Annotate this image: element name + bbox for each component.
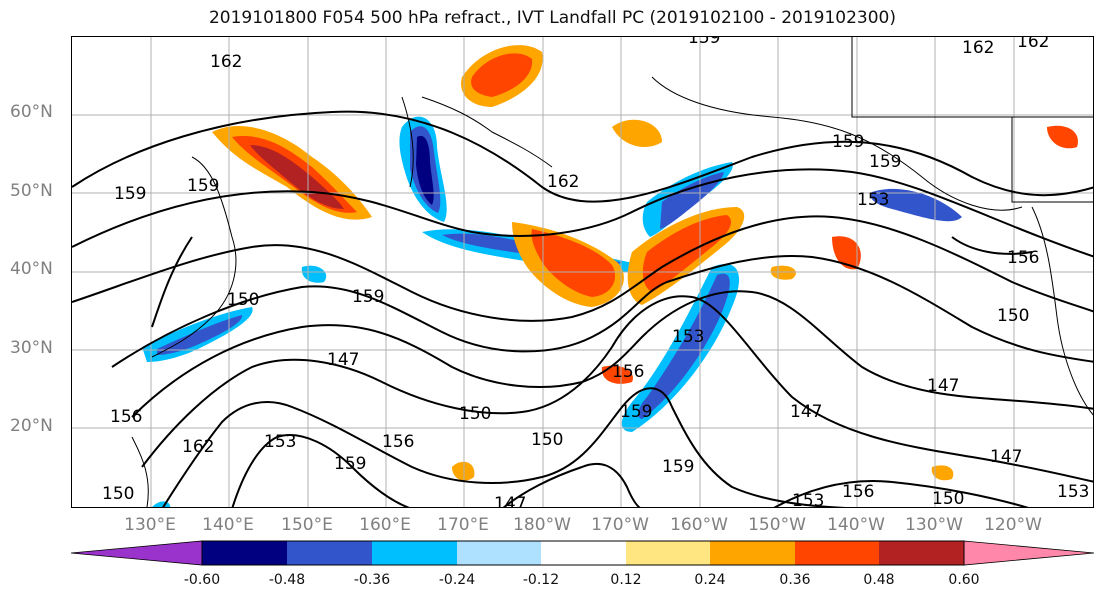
colorbar-segment [287, 541, 372, 565]
colorbar-segment [202, 541, 287, 565]
contour-label: 156 [110, 407, 142, 427]
colorbar-tick-label: 0.48 [863, 572, 895, 588]
contour-label: 159 [352, 287, 384, 307]
lon-label-130w: 130°W [905, 515, 963, 535]
lon-label-150e: 150°E [281, 515, 333, 535]
contour-label: 162 [210, 52, 242, 72]
lon-label-140e: 140°E [202, 515, 254, 535]
contour-label: 159 [832, 132, 864, 152]
colorbar-tick-label: 0.60 [948, 572, 980, 588]
lon-label-120w: 120°W [984, 515, 1042, 535]
colorbar-segment [710, 541, 795, 565]
contour-label: 150 [227, 290, 259, 310]
lon-label-160e: 160°E [359, 515, 411, 535]
colorbar-tick-label: -0.60 [183, 572, 221, 588]
contour-label: 162 [1017, 37, 1049, 52]
lon-label-160w: 160°W [670, 515, 728, 535]
colorbar-segment [626, 541, 710, 565]
contour-label: 150 [932, 489, 964, 508]
lon-label-170e: 170°E [437, 515, 489, 535]
colorbar-segment [372, 541, 457, 565]
contour-labels: 162 159 162 162 159 159 162 159 159 153 … [102, 37, 1089, 508]
lat-label-40n: 40°N [10, 259, 53, 279]
lon-label-180w: 180°W [513, 515, 571, 535]
graticule [72, 37, 1093, 507]
lon-label-130e: 130°E [124, 515, 176, 535]
contour-label: 159 [334, 454, 366, 474]
map-panel: 162 159 162 162 159 159 162 159 159 153 … [71, 36, 1094, 508]
contour-label: 150 [102, 484, 134, 504]
contour-label: 156 [1007, 248, 1039, 268]
lat-label-30n: 30°N [10, 338, 53, 358]
colorbar-tick-label: 0.12 [610, 572, 642, 588]
colorbar-tick-label: 0.24 [694, 572, 726, 588]
shaded-field [142, 45, 1078, 507]
colorbar-segment [963, 540, 1094, 566]
lon-label-150w: 150°W [748, 515, 806, 535]
contour-label: 159 [662, 457, 694, 477]
colorbar-tick-label: -0.36 [353, 572, 391, 588]
contour-label: 147 [790, 402, 822, 422]
colorbar-segment [71, 540, 203, 566]
contour-label: 159 [869, 152, 901, 172]
colorbar-segment [457, 541, 541, 565]
colorbar-tick-label: -0.12 [522, 572, 560, 588]
contour-label: 162 [182, 437, 214, 457]
contour-label: 159 [187, 176, 219, 196]
height-contours [72, 110, 1093, 507]
contour-label: 150 [531, 430, 563, 450]
lon-label-170w: 170°W [591, 515, 649, 535]
contour-label: 153 [264, 432, 296, 452]
map-canvas: 162 159 162 162 159 159 162 159 159 153 … [72, 37, 1093, 508]
contour-label: 150 [459, 404, 491, 424]
colorbar-segment [795, 541, 879, 565]
contour-label: 156 [842, 482, 874, 502]
lat-label-60n: 60°N [10, 102, 53, 122]
contour-label: 156 [612, 362, 644, 382]
contour-label: 159 [620, 402, 652, 422]
colorbar-segment [541, 541, 626, 565]
lat-label-50n: 50°N [10, 181, 53, 201]
contour-label: 156 [382, 432, 414, 452]
contour-label: 153 [857, 190, 889, 210]
contour-label: 153 [792, 491, 824, 508]
colorbar-tick-label: -0.48 [268, 572, 306, 588]
map-title: 2019101800 F054 500 hPa refract., IVT La… [208, 8, 896, 28]
contour-label: 150 [997, 306, 1029, 326]
colorbar-tick-label: 0.36 [779, 572, 811, 588]
colorbar-segment [879, 541, 964, 565]
colorbar-tick-label: -0.24 [438, 572, 476, 588]
lon-label-140w: 140°W [827, 515, 885, 535]
coastlines [131, 37, 1093, 507]
contour-label: 159 [688, 37, 720, 48]
contour-label: 147 [494, 494, 526, 508]
contour-label: 153 [1057, 482, 1089, 502]
lat-label-20n: 20°N [10, 416, 53, 436]
contour-label: 162 [962, 38, 994, 58]
contour-label: 147 [927, 376, 959, 396]
contour-label: 147 [327, 350, 359, 370]
colorbar [71, 540, 1094, 566]
contour-label: 153 [672, 327, 704, 347]
contour-label: 159 [114, 184, 146, 204]
contour-label: 147 [990, 447, 1022, 467]
contour-label: 162 [547, 172, 579, 192]
